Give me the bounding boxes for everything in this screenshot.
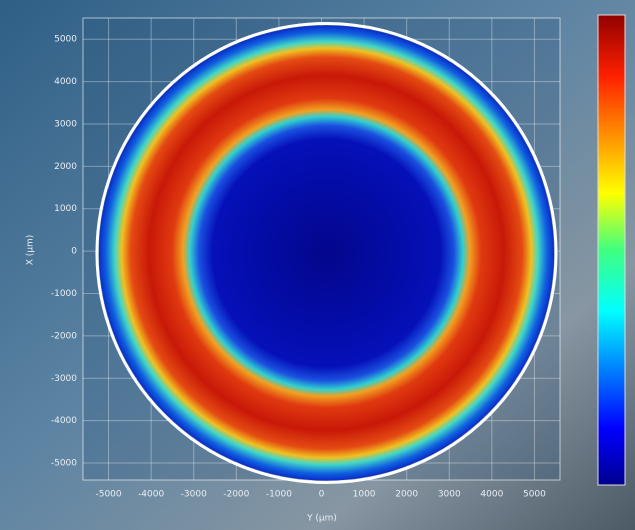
y-tick-label: -3000: [51, 374, 77, 384]
x-axis-label: Y (µm): [306, 514, 337, 524]
y-tick-label: 2000: [54, 162, 77, 172]
heatmap-disc: [98, 25, 555, 481]
x-tick-label: 4000: [480, 490, 503, 500]
y-tick-label: 0: [71, 247, 77, 257]
y-tick-label: -2000: [51, 331, 77, 341]
x-tick-label: 0: [319, 490, 325, 500]
x-tick-label: 5000: [523, 490, 546, 500]
y-tick-label: -5000: [51, 459, 77, 469]
y-tick-label: -4000: [51, 416, 77, 426]
y-tick-label: 1000: [54, 204, 77, 214]
y-tick-label: 4000: [54, 77, 77, 87]
x-tick-label: -1000: [266, 490, 292, 500]
y-tick-label: 3000: [54, 119, 77, 129]
y-axis-label: X (µm): [26, 235, 36, 266]
plot-area: [82, 17, 561, 485]
x-tick-label: -3000: [181, 490, 207, 500]
wafer-edge: [95, 21, 558, 485]
colorbar: [597, 14, 626, 486]
y-tick-label: 5000: [54, 35, 77, 45]
x-tick-label: -5000: [95, 490, 121, 500]
x-tick-label: 3000: [438, 490, 461, 500]
x-tick-label: 2000: [395, 490, 418, 500]
x-tick-label: -2000: [223, 490, 249, 500]
x-tick-label: -4000: [138, 490, 164, 500]
y-tick-label: -1000: [51, 289, 77, 299]
x-tick-label: 1000: [353, 490, 376, 500]
